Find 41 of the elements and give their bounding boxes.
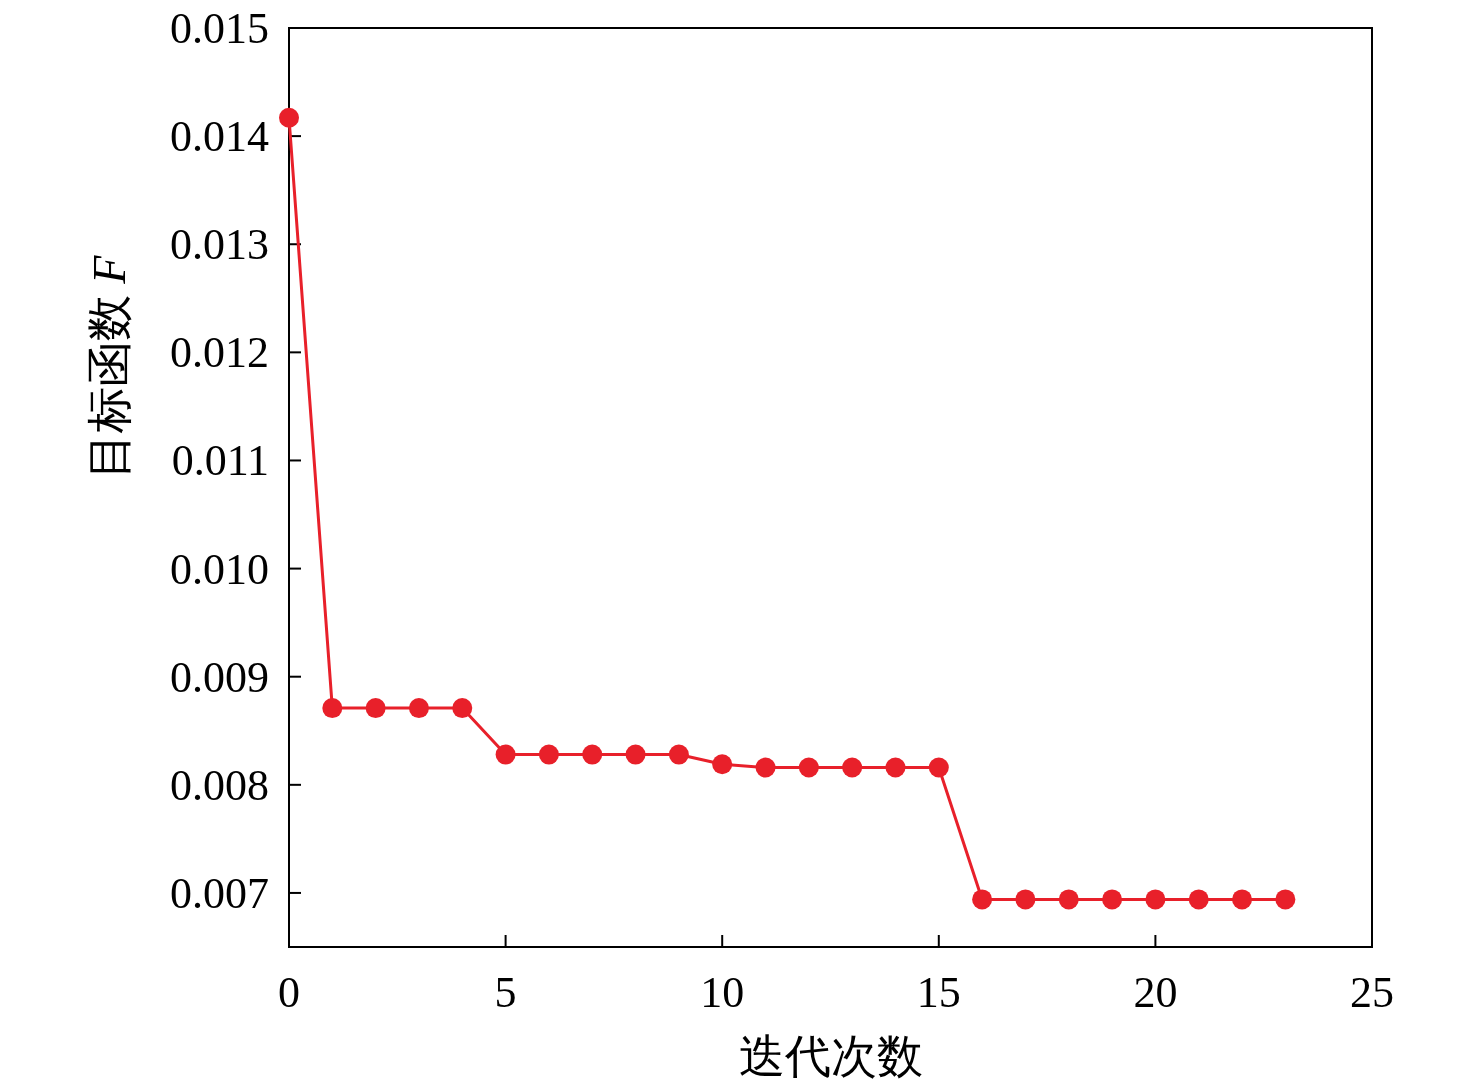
y-tick-label: 0.011 bbox=[171, 436, 269, 486]
point bbox=[1188, 889, 1209, 910]
point bbox=[1145, 889, 1166, 910]
point bbox=[798, 757, 819, 778]
x-tick-label: 10 bbox=[700, 968, 745, 1017]
x-tick-label: 20 bbox=[1133, 968, 1178, 1017]
point bbox=[1015, 889, 1036, 910]
point bbox=[668, 744, 689, 765]
point bbox=[842, 757, 863, 778]
point bbox=[1058, 889, 1079, 910]
x-axis-title: 迭代次数 bbox=[738, 1031, 923, 1082]
y-tick-label: 0.010 bbox=[170, 544, 269, 594]
point bbox=[408, 698, 429, 719]
point bbox=[1232, 889, 1253, 910]
point bbox=[322, 698, 343, 719]
point bbox=[625, 744, 646, 765]
x-tick-label: 0 bbox=[278, 968, 300, 1017]
point bbox=[1102, 889, 1123, 910]
x-tick-label: 15 bbox=[916, 968, 961, 1017]
y-tick-label: 0.009 bbox=[170, 652, 269, 702]
y-tick-label: 0.013 bbox=[170, 220, 269, 270]
y-axis-title: 目标函数 F bbox=[84, 254, 135, 480]
point bbox=[755, 757, 776, 778]
point bbox=[1275, 889, 1296, 910]
point bbox=[365, 698, 386, 719]
point bbox=[972, 889, 993, 910]
point bbox=[582, 744, 603, 765]
x-tick-label: 5 bbox=[494, 968, 517, 1017]
y-tick-label: 0.012 bbox=[170, 328, 269, 378]
y-tick-label: 0.008 bbox=[170, 760, 269, 810]
point bbox=[712, 754, 733, 775]
y-tick-label: 0.015 bbox=[170, 4, 269, 53]
x-tick-label: 25 bbox=[1350, 968, 1394, 1017]
point bbox=[538, 744, 559, 765]
point bbox=[495, 744, 516, 765]
y-tick-label: 0.007 bbox=[170, 868, 269, 918]
point bbox=[279, 107, 299, 128]
point bbox=[928, 757, 949, 778]
y-tick-label: 0.014 bbox=[170, 112, 269, 162]
point bbox=[452, 698, 473, 719]
point bbox=[885, 757, 906, 778]
